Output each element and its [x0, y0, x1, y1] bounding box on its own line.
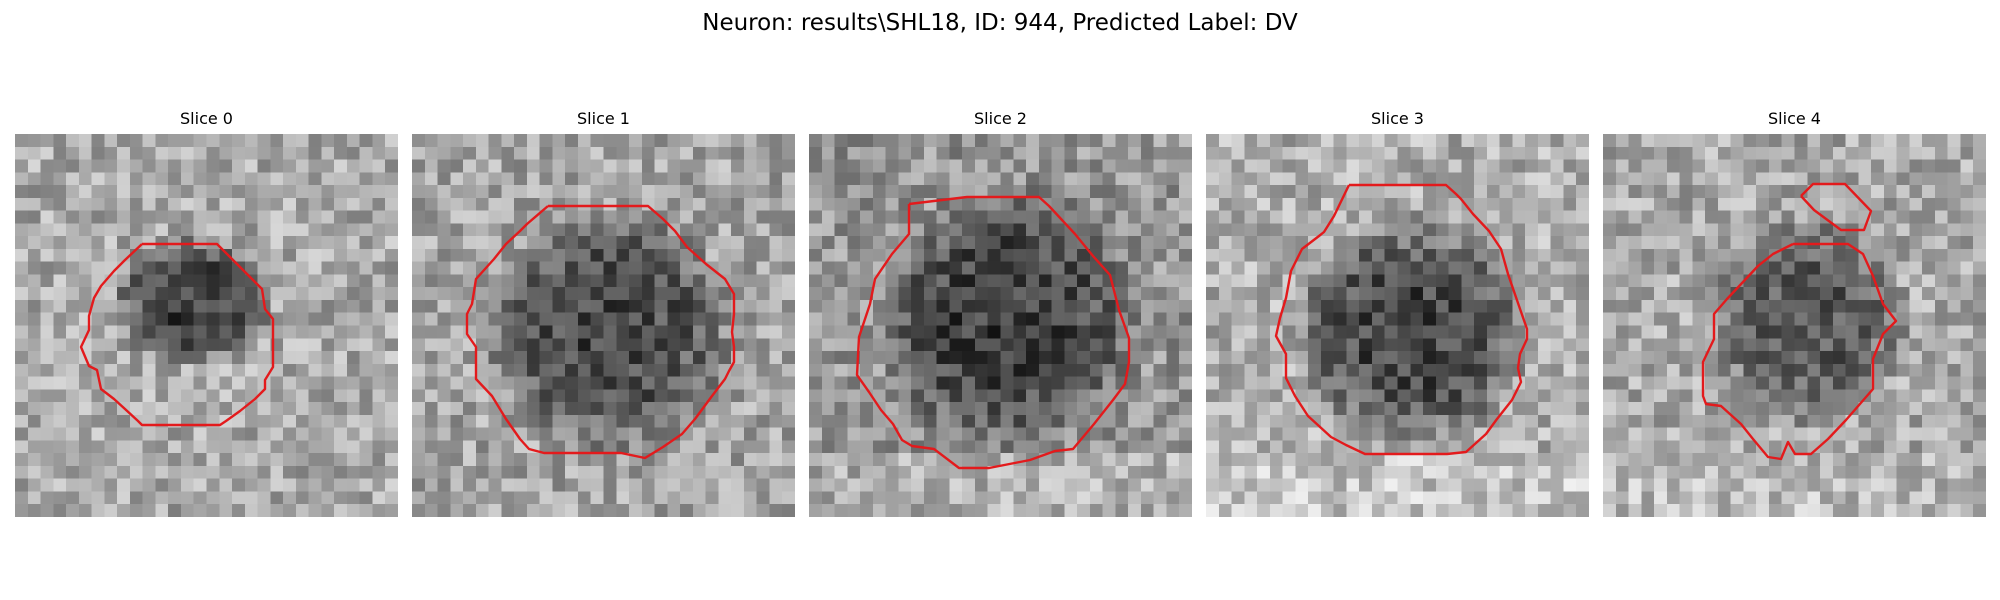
- panel-title-slice-3: Slice 3: [1371, 109, 1424, 128]
- neuron-contour-slice-0: [79, 242, 275, 427]
- figure-title: Neuron: results\SHL18, ID: 944, Predicte…: [702, 10, 1298, 36]
- neuron-contour-slice-2: [855, 195, 1131, 470]
- contour-overlay-slice-2: [855, 195, 1131, 470]
- panel-title-slice-4: Slice 4: [1768, 109, 1821, 128]
- neuron-contour-slice-4-main: [1701, 242, 1898, 461]
- panel-title-slice-0: Slice 0: [180, 109, 233, 128]
- panel-slice-3: [1206, 134, 1589, 517]
- panel-title-slice-2: Slice 2: [974, 109, 1027, 128]
- contour-overlay-slice-4: [1701, 182, 1898, 461]
- neuron-contour-slice-1: [465, 204, 736, 460]
- neuron-contour-slice-4-fragment: [1800, 182, 1873, 232]
- contour-overlay-slice-0: [79, 242, 275, 427]
- contour-overlay-slice-3: [1274, 183, 1529, 456]
- panel-slice-0: [15, 134, 398, 517]
- neuron-contour-slice-3: [1274, 183, 1529, 456]
- panel-slice-2: [809, 134, 1192, 517]
- contour-overlay-slice-1: [465, 204, 736, 460]
- panel-slice-4: [1603, 134, 1986, 517]
- panel-title-slice-1: Slice 1: [577, 109, 630, 128]
- grayscale-image-slice-0: [15, 134, 398, 517]
- panel-slice-1: [412, 134, 795, 517]
